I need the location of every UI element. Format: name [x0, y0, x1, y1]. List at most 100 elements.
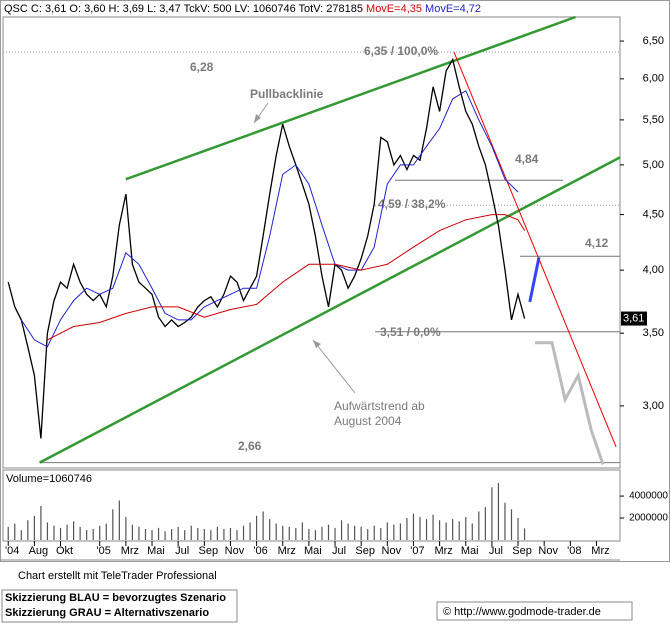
volume-bar	[249, 522, 251, 540]
credit: Chart erstellt mit TeleTrader Profession…	[18, 570, 217, 582]
volume-bar	[327, 524, 330, 540]
level-label: 3,51 / 0,0%	[380, 325, 441, 339]
volume-bar	[216, 526, 218, 540]
volume-bar	[255, 515, 258, 540]
volume-bar	[321, 526, 323, 540]
notes-box	[1, 589, 238, 623]
volume-bar	[229, 527, 232, 540]
trend-arrow	[312, 339, 356, 394]
volume-bar	[118, 500, 120, 540]
x-tick-label: '04	[5, 545, 19, 557]
note: Skizzierung BLAU = bevorzugtes Szenario	[5, 592, 226, 604]
header-move-red: MovE=4,35	[366, 3, 422, 15]
y-tick-label: 4,00	[643, 264, 664, 276]
volume-bar	[282, 525, 284, 540]
x-tick-label: Mai	[147, 545, 165, 557]
volume-bar	[14, 523, 16, 540]
volume-bar	[269, 519, 271, 540]
volume-bar	[393, 524, 395, 540]
y-tick-label: 3,50	[643, 327, 664, 339]
level-label: 4,59 / 38,2%	[378, 197, 446, 211]
source-box	[436, 601, 633, 621]
volume-bar	[288, 526, 290, 540]
volume-bar	[491, 487, 493, 540]
level-label: 6,35 / 100,0%	[364, 44, 438, 58]
x-tick-label: Aug	[29, 545, 49, 557]
volume-bar	[367, 529, 369, 540]
volume-bar	[452, 519, 454, 540]
level-label: 2,66	[238, 439, 262, 453]
last-value-label: 3,61	[623, 312, 644, 324]
volume-bar	[504, 502, 506, 540]
annotation: Aufwärtstrend ab	[334, 399, 425, 413]
volume-bar	[380, 527, 382, 540]
volume-bar	[523, 528, 526, 540]
x-tick-label: Okt	[56, 545, 73, 557]
footer: Chart erstellt mit TeleTrader Profession…	[1, 570, 633, 623]
volume-bar	[177, 526, 179, 540]
volume-bar	[33, 515, 35, 540]
price-panel	[2, 16, 621, 469]
y-tick-label: 4,50	[643, 208, 664, 220]
source: © http://www.godmode-trader.de	[443, 606, 601, 618]
trend-line	[453, 51, 617, 448]
trend-line	[39, 156, 621, 464]
y-tick-label: 2000000	[629, 513, 668, 524]
annotation: August 2004	[334, 414, 402, 428]
y-tick-label: 6,00	[643, 73, 664, 85]
series-line	[20, 90, 519, 348]
x-tick-label: '06	[253, 545, 267, 557]
x-tick-label: Sep	[199, 545, 219, 557]
x-tick-label: Mai	[304, 545, 322, 557]
x-tick-label: Nov	[225, 545, 245, 557]
x-tick-label: Jul	[489, 545, 503, 557]
volume-bar	[197, 527, 199, 540]
volume-bar	[27, 520, 29, 540]
volume-bar	[86, 530, 88, 540]
volume-bar	[223, 529, 225, 540]
volume-bar	[171, 529, 173, 540]
volume-panel	[2, 469, 621, 542]
volume-bar	[112, 509, 114, 540]
volume-bar	[262, 511, 264, 540]
volume-bar	[53, 525, 55, 540]
x-tick-label: Nov	[382, 545, 402, 557]
volume-bar	[399, 523, 401, 540]
volume-bar	[510, 509, 513, 540]
volume-bar	[157, 527, 160, 540]
volume-bar	[7, 526, 9, 540]
note: Skizzierung GRAU = Alternativszenario	[5, 607, 209, 619]
x-tick-label: Sep	[355, 545, 375, 557]
header-move-blue: MovE=4,72	[425, 3, 481, 15]
volume-bar	[412, 513, 415, 540]
volume-bar	[184, 530, 186, 540]
x-tick-label: Nov	[538, 545, 558, 557]
volume-bar	[373, 525, 375, 540]
volume-bar	[314, 530, 317, 540]
volume-bar	[445, 522, 447, 540]
frame	[0, 0, 670, 562]
volume-bar	[99, 525, 101, 540]
trend-line	[125, 15, 576, 181]
volume-bar	[340, 520, 343, 540]
y-tick-label: 5,50	[643, 114, 664, 126]
y-tick-label: 6,50	[643, 35, 664, 47]
level-label: 4,84	[515, 152, 539, 166]
volume-bar	[59, 527, 62, 540]
volume-bar	[144, 529, 147, 540]
volume-bar	[275, 523, 277, 540]
volume-bar	[347, 523, 349, 540]
x-tick-label: Mrz	[434, 545, 452, 557]
x-tick-label: Mrz	[278, 545, 296, 557]
volume-bar	[66, 524, 68, 540]
volume-bar	[458, 521, 460, 540]
volume-bar	[301, 522, 303, 540]
volume-bar	[190, 525, 192, 540]
volume-bar	[46, 522, 49, 540]
series-line	[535, 341, 605, 465]
last-value-box	[621, 311, 647, 326]
volume-bar	[138, 526, 140, 540]
volume-bar	[236, 530, 238, 540]
series-line	[7, 57, 526, 439]
series-line	[47, 214, 526, 341]
